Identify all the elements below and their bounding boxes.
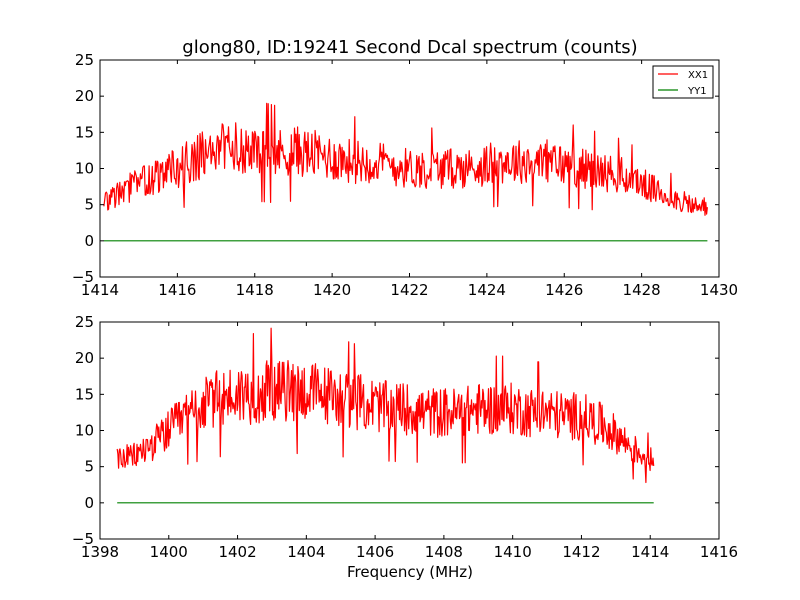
x-tick-label: 1418 [236, 281, 274, 299]
x-tick-label: 1422 [390, 281, 428, 299]
y-tick-label: 15 [75, 123, 94, 141]
x-axis-label: Frequency (MHz) [347, 563, 473, 581]
y-tick-label: 5 [84, 458, 94, 476]
x-tick-label: 1430 [700, 281, 738, 299]
y-tick-label: 20 [75, 349, 94, 367]
y-tick-label: 0 [84, 232, 94, 250]
bottom-panel: 1398 1400 1402 1404 1406 1408 1410 1412 1414 1416… [72, 313, 738, 561]
x-tick-label: 1416 [158, 281, 196, 299]
x-tick-label: 1406 [356, 543, 394, 561]
legend: XX1 YY1 [652, 65, 714, 99]
x-tick-label: 1400 [150, 543, 188, 561]
y-tick-label: 10 [75, 160, 94, 178]
y-tick-label: 0 [84, 494, 94, 512]
legend-label-xx1: XX1 [688, 70, 708, 81]
x-tick-label: 1408 [425, 543, 463, 561]
x-tick-label: 1410 [494, 543, 532, 561]
legend-label-yy1: YY1 [687, 86, 707, 97]
series-line-xx1 [116, 327, 655, 484]
y-tick-label: 10 [75, 422, 94, 440]
x-tick-label: 1414 [81, 281, 119, 299]
x-tick-label: 1404 [287, 543, 325, 561]
y-tick-label: −5 [72, 268, 94, 286]
chart-title: glong80, ID:19241 Second Dcal spectrum (… [182, 37, 637, 58]
series-line-xx1 [103, 102, 708, 216]
x-tick-label: 1420 [313, 281, 351, 299]
x-tick-label: 1402 [218, 543, 256, 561]
x-tick-label: 1416 [700, 543, 738, 561]
y-tick-label: 20 [75, 87, 94, 105]
x-tick-label: 1398 [81, 543, 119, 561]
x-tick-label: 1428 [623, 281, 661, 299]
legend-box [652, 65, 714, 99]
y-tick-label: −5 [72, 530, 94, 548]
x-tick-label: 1426 [545, 281, 583, 299]
y-tick-label: 25 [75, 51, 94, 69]
y-tick-label: 5 [84, 196, 94, 214]
x-tick-label: 1424 [468, 281, 506, 299]
x-tick-label: 1414 [631, 543, 669, 561]
y-tick-label: 15 [75, 385, 94, 403]
x-tick-label: 1412 [562, 543, 600, 561]
top-panel: 1414 1416 1418 1420 1422 1424 1426 1428 1430 −5 0 5… [72, 51, 738, 299]
y-tick-label: 25 [75, 313, 94, 331]
